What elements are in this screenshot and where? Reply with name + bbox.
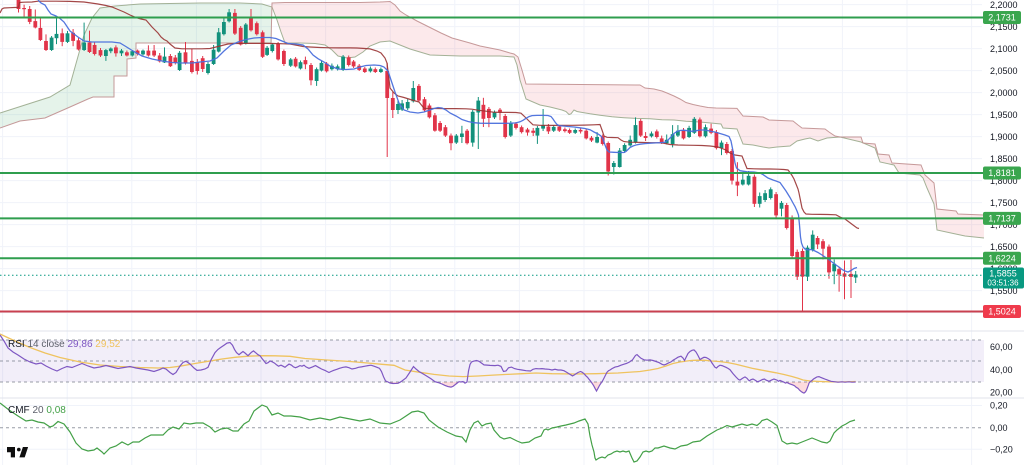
- svg-text:2,0000: 2,0000: [990, 88, 1018, 98]
- svg-text:1,5855: 1,5855: [989, 269, 1017, 279]
- svg-text:RSI 14 close 29,86 29,52: RSI 14 close 29,86 29,52: [8, 339, 121, 350]
- svg-text:1,9000: 1,9000: [990, 132, 1018, 142]
- svg-text:2,2000: 2,2000: [990, 0, 1018, 10]
- svg-text:1,7500: 1,7500: [990, 198, 1018, 208]
- svg-text:1,6224: 1,6224: [988, 254, 1016, 264]
- svg-text:0,20: 0,20: [990, 401, 1008, 411]
- svg-text:0,00: 0,00: [990, 423, 1008, 433]
- svg-text:1,8500: 1,8500: [990, 154, 1018, 164]
- svg-text:40,00: 40,00: [990, 365, 1013, 375]
- svg-text:20,00: 20,00: [990, 388, 1013, 398]
- svg-text:2,0500: 2,0500: [990, 66, 1018, 76]
- svg-text:CMF 20 0,08: CMF 20 0,08: [8, 405, 66, 416]
- svg-text:−0,20: −0,20: [990, 444, 1013, 454]
- svg-text:1,8000: 1,8000: [990, 176, 1018, 186]
- svg-text:03:51:36: 03:51:36: [987, 279, 1019, 288]
- svg-text:1,5024: 1,5024: [988, 307, 1016, 317]
- svg-text:1,7137: 1,7137: [988, 214, 1016, 224]
- svg-text:1,8181: 1,8181: [988, 168, 1016, 178]
- svg-text:60,00: 60,00: [990, 342, 1013, 352]
- svg-text:1,5500: 1,5500: [990, 286, 1018, 296]
- svg-text:2,1731: 2,1731: [988, 13, 1016, 23]
- svg-text:1,9500: 1,9500: [990, 110, 1018, 120]
- svg-text:2,1000: 2,1000: [990, 44, 1018, 54]
- svg-text:1,6500: 1,6500: [990, 242, 1018, 252]
- svg-text:2,1500: 2,1500: [990, 22, 1018, 32]
